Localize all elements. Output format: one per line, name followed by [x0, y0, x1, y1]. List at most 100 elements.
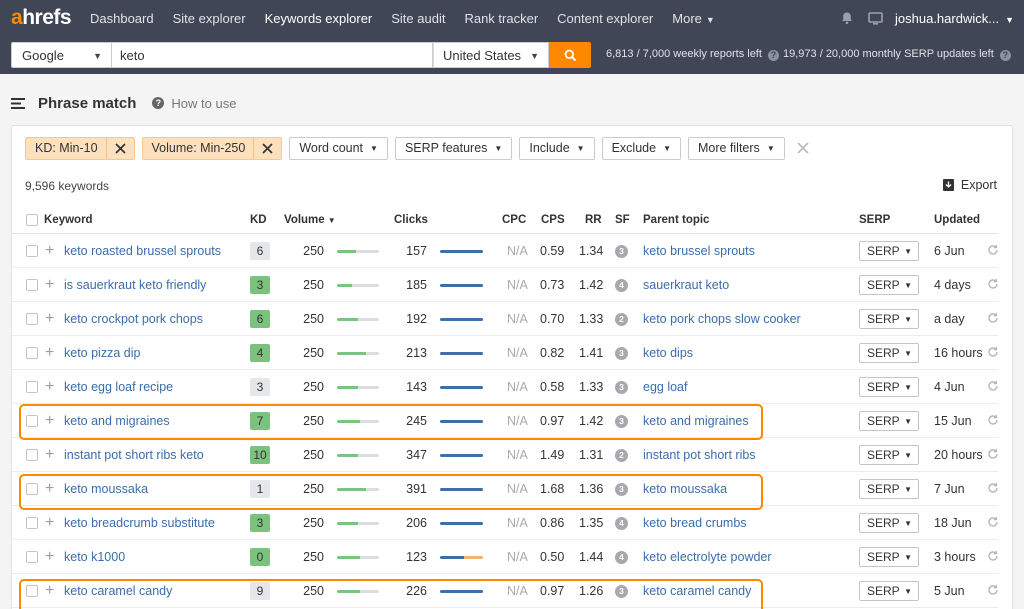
serp-button[interactable]: SERP ▼	[859, 275, 919, 295]
parent-topic-link[interactable]: keto brussel sprouts	[643, 244, 755, 258]
add-to-list-icon[interactable]: +	[45, 582, 55, 599]
exclude-filter[interactable]: Exclude ▼	[601, 136, 681, 160]
word-count-filter[interactable]: Word count ▼	[289, 136, 388, 160]
keyword-link[interactable]: keto pizza dip	[64, 346, 141, 360]
row-checkbox[interactable]	[26, 551, 38, 563]
row-checkbox[interactable]	[26, 517, 38, 529]
refresh-icon[interactable]	[987, 550, 999, 562]
refresh-icon[interactable]	[987, 414, 999, 426]
col-cpc[interactable]: CPC	[502, 214, 527, 226]
keyword-link[interactable]: is sauerkraut keto friendly	[64, 278, 207, 292]
include-filter[interactable]: Include ▼	[519, 136, 595, 160]
filter-chip-kd[interactable]: KD: Min-10	[25, 136, 135, 160]
parent-topic-link[interactable]: keto pork chops slow cooker	[643, 312, 801, 326]
clear-filters-icon[interactable]	[796, 141, 810, 155]
col-parent-topic[interactable]: Parent topic	[643, 214, 710, 226]
parent-topic-link[interactable]: instant pot short ribs	[643, 448, 756, 462]
parent-topic-link[interactable]: keto electrolyte powder	[643, 550, 772, 564]
col-clicks[interactable]: Clicks	[394, 214, 428, 226]
close-icon[interactable]	[105, 137, 134, 159]
refresh-icon[interactable]	[987, 244, 999, 256]
serp-button[interactable]: SERP ▼	[859, 513, 919, 533]
country-select[interactable]: United States ▼	[433, 42, 549, 68]
row-checkbox[interactable]	[26, 381, 38, 393]
col-rr[interactable]: RR	[585, 214, 602, 226]
parent-topic-link[interactable]: sauerkraut keto	[643, 278, 730, 292]
keyword-link[interactable]: keto roasted brussel sprouts	[64, 244, 222, 258]
serp-button[interactable]: SERP ▼	[859, 309, 919, 329]
col-updated[interactable]: Updated	[934, 214, 980, 226]
col-sf[interactable]: SF	[615, 214, 630, 226]
serp-button[interactable]: SERP ▼	[859, 377, 919, 397]
serp-features-count[interactable]: 3	[615, 585, 628, 598]
keyword-link[interactable]: keto moussaka	[64, 482, 149, 496]
add-to-list-icon[interactable]: +	[45, 446, 55, 463]
nav-site-explorer[interactable]: Site explorer	[172, 10, 246, 26]
row-checkbox[interactable]	[26, 347, 38, 359]
serp-features-count[interactable]: 3	[615, 415, 628, 428]
row-checkbox[interactable]	[26, 279, 38, 291]
user-menu[interactable]: joshua.hardwick... ▼	[895, 11, 1014, 26]
keyword-link[interactable]: instant pot short ribs keto	[64, 448, 204, 462]
row-checkbox[interactable]	[26, 483, 38, 495]
serp-features-count[interactable]: 2	[615, 449, 628, 462]
serp-features-count[interactable]: 4	[615, 551, 628, 564]
serp-button[interactable]: SERP ▼	[859, 241, 919, 261]
row-checkbox[interactable]	[26, 415, 38, 427]
row-checkbox[interactable]	[26, 245, 38, 257]
refresh-icon[interactable]	[987, 312, 999, 324]
refresh-icon[interactable]	[987, 516, 999, 528]
serp-button[interactable]: SERP ▼	[859, 581, 919, 601]
serp-features-count[interactable]: 3	[615, 245, 628, 258]
row-checkbox[interactable]	[26, 585, 38, 597]
serp-button[interactable]: SERP ▼	[859, 547, 919, 567]
refresh-icon[interactable]	[987, 584, 999, 596]
col-cps[interactable]: CPS	[541, 214, 565, 226]
select-all-checkbox[interactable]	[26, 214, 38, 226]
keyword-link[interactable]: keto and migraines	[64, 414, 170, 428]
add-to-list-icon[interactable]: +	[45, 310, 55, 327]
export-button[interactable]: Export	[942, 178, 997, 192]
monitor-icon[interactable]	[868, 11, 883, 25]
serp-features-filter[interactable]: SERP features ▼	[394, 136, 513, 160]
row-checkbox[interactable]	[26, 313, 38, 325]
nav-dashboard[interactable]: Dashboard	[90, 10, 154, 26]
serp-button[interactable]: SERP ▼	[859, 479, 919, 499]
refresh-icon[interactable]	[987, 482, 999, 494]
serp-button[interactable]: SERP ▼	[859, 411, 919, 431]
ahrefs-logo[interactable]: ahrefs	[11, 6, 72, 29]
help-icon[interactable]: ?	[999, 50, 1011, 61]
parent-topic-link[interactable]: keto moussaka	[643, 482, 728, 496]
nav-rank-tracker[interactable]: Rank tracker	[464, 10, 539, 26]
refresh-icon[interactable]	[987, 346, 999, 358]
search-engine-select[interactable]: Google ▼	[11, 42, 112, 68]
hamburger-menu-icon[interactable]	[11, 97, 25, 109]
serp-features-count[interactable]: 2	[615, 313, 628, 326]
serp-button[interactable]: SERP ▼	[859, 343, 919, 363]
parent-topic-link[interactable]: keto bread crumbs	[643, 516, 747, 530]
row-checkbox[interactable]	[26, 449, 38, 461]
parent-topic-link[interactable]: egg loaf	[643, 380, 688, 394]
add-to-list-icon[interactable]: +	[45, 378, 55, 395]
keyword-link[interactable]: keto caramel candy	[64, 584, 173, 598]
col-keyword[interactable]: Keyword	[44, 214, 93, 226]
nav-site-audit[interactable]: Site audit	[391, 10, 446, 26]
serp-features-count[interactable]: 3	[615, 483, 628, 496]
serp-features-count[interactable]: 3	[615, 381, 628, 394]
add-to-list-icon[interactable]: +	[45, 480, 55, 497]
parent-topic-link[interactable]: keto and migraines	[643, 414, 749, 428]
more-filters-button[interactable]: More filters ▼	[687, 136, 785, 160]
add-to-list-icon[interactable]: +	[45, 412, 55, 429]
refresh-icon[interactable]	[987, 448, 999, 460]
serp-button[interactable]: SERP ▼	[859, 445, 919, 465]
parent-topic-link[interactable]: keto dips	[643, 346, 694, 360]
add-to-list-icon[interactable]: +	[45, 514, 55, 531]
how-to-use-link[interactable]: ? How to use	[152, 96, 236, 111]
add-to-list-icon[interactable]: +	[45, 548, 55, 565]
parent-topic-link[interactable]: keto caramel candy	[643, 584, 752, 598]
col-kd[interactable]: KD	[250, 214, 267, 226]
keyword-link[interactable]: keto egg loaf recipe	[64, 380, 174, 394]
serp-features-count[interactable]: 3	[615, 347, 628, 360]
filter-chip-volume[interactable]: Volume: Min-250	[141, 136, 283, 160]
help-icon[interactable]: ?	[767, 50, 779, 61]
